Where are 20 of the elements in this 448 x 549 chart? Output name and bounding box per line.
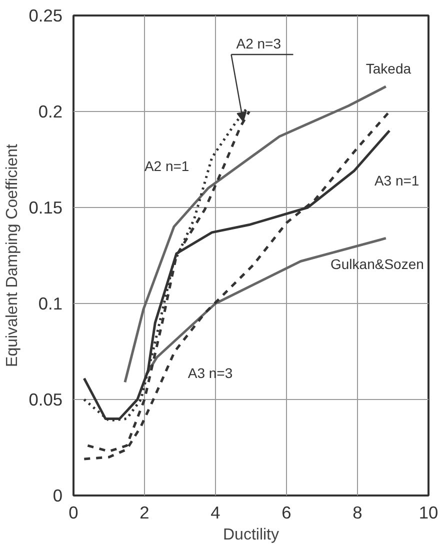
y-tick-label: 0.05: [28, 390, 63, 410]
series-label: A3 n=1: [374, 172, 420, 189]
x-tick-label: 10: [418, 502, 438, 522]
y-tick-label: 0.1: [38, 294, 63, 314]
x-axis-title: Ductility: [222, 526, 280, 544]
y-axis-title: Equivalent Damping Coefficient: [4, 143, 21, 367]
series-label: Takeda: [366, 60, 412, 77]
y-tick-label: 0.15: [28, 198, 63, 218]
x-tick-label: 6: [282, 502, 292, 522]
series-label: Gulkan&Sozen: [330, 256, 424, 272]
series-label: A3 n=3: [188, 365, 233, 382]
x-tick-label: 2: [140, 502, 150, 522]
text: A2 n=3: [236, 36, 282, 52]
y-tick-label: 0.25: [28, 6, 63, 26]
series-label: A2 n=1: [144, 158, 190, 174]
y-tick-label: 0.2: [38, 102, 63, 122]
x-tick-label: 4: [210, 502, 221, 522]
x-tick-label: 0: [68, 502, 78, 522]
x-tick-label: 8: [352, 502, 362, 522]
y-tick-label: 0: [52, 486, 63, 506]
